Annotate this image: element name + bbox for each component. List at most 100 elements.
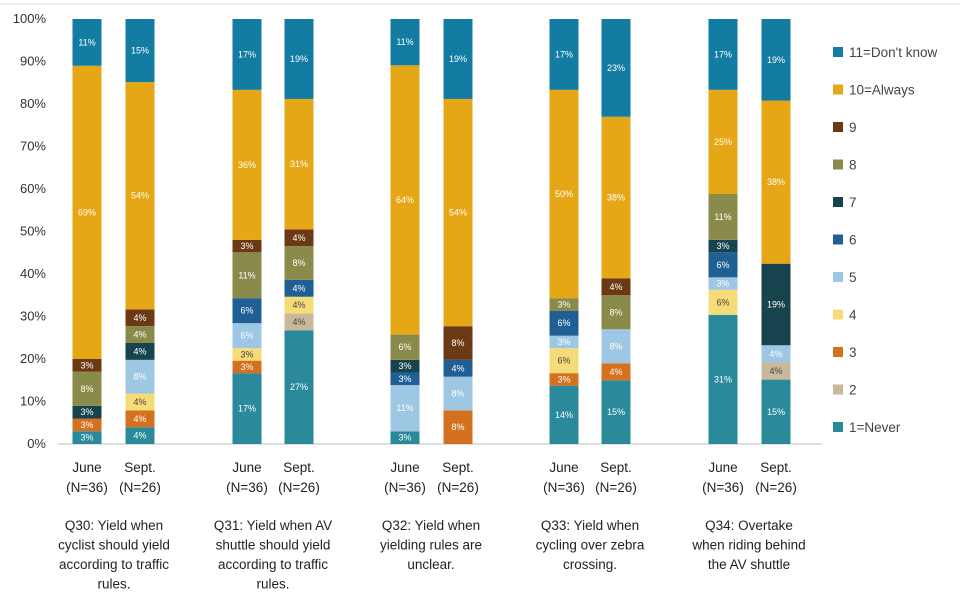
bar-segment [390,334,420,360]
data-label: 3% [557,374,570,384]
bar-segment [125,343,155,360]
data-label: 6% [240,306,253,316]
y-tick-label: 10% [20,394,46,409]
question-label: yielding rules are [380,538,482,553]
category-label: (N=36) [384,480,426,495]
bar-segment [390,431,420,444]
bar-segment [549,89,579,299]
data-label: 14% [555,410,573,420]
data-label: 3% [240,362,253,372]
data-label: 17% [238,404,256,414]
data-label: 3% [398,433,411,443]
y-axis: 0% 10% 20% 30% 40% 50% 60% 70% 80% 90% 100% [13,11,47,451]
legend-label: 2 [849,383,857,398]
bar-segment [125,393,155,411]
legend-swatch [833,234,843,245]
bar-segment [549,298,579,311]
bar-segment [284,98,314,230]
data-label: 19% [449,54,467,64]
bar-segment [549,348,579,374]
data-label: 19% [767,299,785,309]
y-tick-label: 0% [27,436,46,451]
data-label: 3% [240,349,253,359]
data-label: 4% [133,431,146,441]
bar-segment [761,362,791,380]
data-label: 4% [292,233,305,243]
question-label: rules. [256,577,289,592]
data-label: 8% [80,384,93,394]
legend-swatch [833,384,843,395]
bar-segment [72,405,102,419]
y-tick-label: 40% [20,266,46,281]
bar-segment [284,246,314,280]
y-tick-label: 80% [20,96,46,111]
data-label: 6% [398,342,411,352]
y-tick-label: 100% [13,11,47,26]
legend-swatch [833,347,843,357]
bar-segment [443,359,473,377]
data-label: 4% [769,366,782,376]
bar-segment [72,19,102,66]
y-tick-label: 90% [20,54,46,69]
question-label: shuttle should yield [216,538,331,553]
bar-segment [232,252,262,299]
data-label: 6% [557,356,570,366]
question-label: crossing. [563,557,617,572]
data-label: 25% [714,137,732,147]
data-label: 31% [714,374,732,384]
data-label: 17% [714,49,732,59]
bar-segment [708,277,738,290]
data-label: 8% [451,422,464,432]
bar-segment [601,329,631,364]
bar-segment [284,229,314,247]
data-label: 11% [714,212,731,222]
bar-segment [601,363,631,381]
legend-label: 9 [849,120,857,135]
category-label: Sept. [760,460,792,475]
legend-label: 1=Never [849,420,901,435]
data-label: 31% [290,159,308,169]
bar-segment [232,360,262,374]
data-label: 19% [290,54,308,64]
bar-segment [708,289,738,315]
bar-segment [125,309,155,327]
bar-segment [761,263,791,346]
data-label: 4% [133,330,146,340]
data-label: 15% [607,407,625,417]
data-label: 3% [398,361,411,371]
bar-segment [390,359,420,373]
question-label: when riding behind [691,538,805,553]
bar-segment [549,310,579,336]
bar-segment [601,295,631,330]
bar-segment [761,379,791,444]
category-label: Sept. [600,460,632,475]
bar-segment [443,410,473,444]
bar-segment [125,410,155,428]
bar-segment [390,19,420,66]
category-label: Sept. [283,460,315,475]
bar-segment [125,82,155,310]
question-label: rules. [97,577,130,592]
category-label: June [232,460,261,475]
bar-segment [443,19,473,99]
data-label: 4% [451,363,464,373]
category-label: June [390,460,419,475]
data-label: 11% [238,270,255,280]
legend-label: 4 [849,308,857,323]
bar-segment [232,239,262,253]
data-label: 3% [716,279,729,289]
category-labels: June (N=36) Sept. (N=26) June (N=36) Sept. (N=2… [66,460,797,495]
category-label: (N=36) [543,480,585,495]
legend-label: 5 [849,270,857,285]
data-label: 4% [133,313,146,323]
question-label: cycling over zebra [536,538,645,553]
data-label: 4% [292,317,305,327]
legend-label: 3 [849,345,857,360]
question-label: Q34: Overtake [705,518,793,533]
data-label: 8% [609,307,622,317]
bar-segment [601,380,631,444]
data-label: 3% [80,433,93,443]
legend-swatch [833,84,843,95]
bar-segment [232,19,262,90]
